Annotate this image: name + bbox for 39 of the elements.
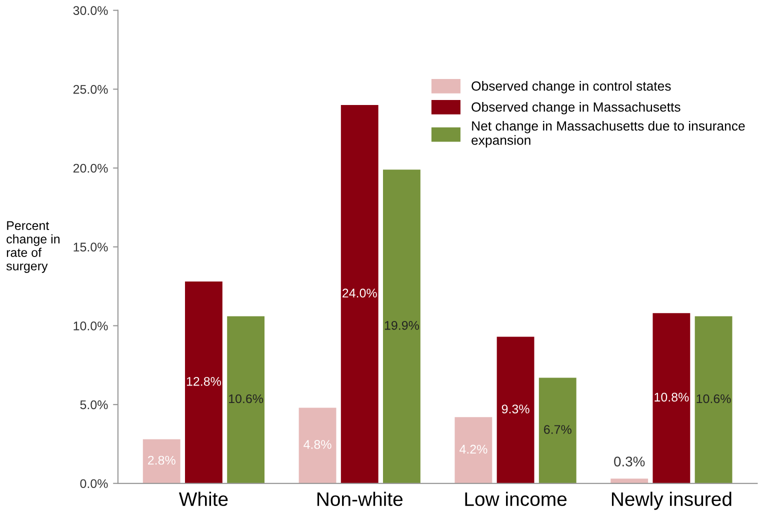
- y-tick-label: 30.0%: [73, 6, 108, 15]
- data-label: 2.8%: [148, 456, 176, 465]
- bar: [610, 478, 648, 484]
- legend-label: Observed change in control states: [472, 81, 671, 94]
- y-tick-label: 20.0%: [73, 164, 108, 173]
- bar: [184, 282, 222, 484]
- x-tick-label: White: [178, 492, 228, 506]
- data-label: 4.8%: [304, 440, 332, 449]
- x-tick-label: Non-white: [317, 492, 403, 506]
- bar: [652, 313, 690, 484]
- y-tick-label: 25.0%: [73, 84, 108, 94]
- data-label: 12.8%: [186, 376, 221, 386]
- data-label: 6.7%: [544, 425, 572, 434]
- bar: [694, 316, 732, 484]
- y-tick-label: 10.0%: [74, 322, 108, 330]
- data-label: 10.6%: [229, 394, 264, 404]
- bar: [496, 336, 534, 484]
- data-label: 19.9%: [384, 321, 419, 330]
- bar: [227, 316, 265, 484]
- legend-label: Net change in Massachusetts due to insurance expansion: [472, 120, 745, 148]
- bar: [298, 408, 336, 484]
- data-label: 10.6%: [696, 394, 731, 404]
- x-tick-label: Newly insured: [612, 492, 732, 510]
- x-tick-label: Low income: [465, 492, 567, 506]
- y-tick-label: 5.0%: [80, 400, 108, 410]
- bar: [454, 417, 492, 484]
- data-label: 10.8%: [654, 392, 689, 402]
- legend-label: Observed change in Massachusetts: [472, 102, 680, 114]
- data-label: 4.2%: [459, 444, 488, 454]
- data-label: 24.0%: [342, 288, 377, 298]
- y-axis-title: Percent change in rate of surgery: [6, 221, 60, 273]
- bar: [538, 378, 576, 484]
- bar: [383, 170, 420, 484]
- bar: [340, 104, 378, 484]
- y-tick-label: 15.0%: [74, 242, 108, 252]
- data-label: 0.3%: [614, 456, 645, 466]
- y-tick-label: 0.0%: [80, 479, 108, 488]
- data-label: 9.3%: [502, 404, 530, 414]
- bar: [142, 439, 180, 484]
